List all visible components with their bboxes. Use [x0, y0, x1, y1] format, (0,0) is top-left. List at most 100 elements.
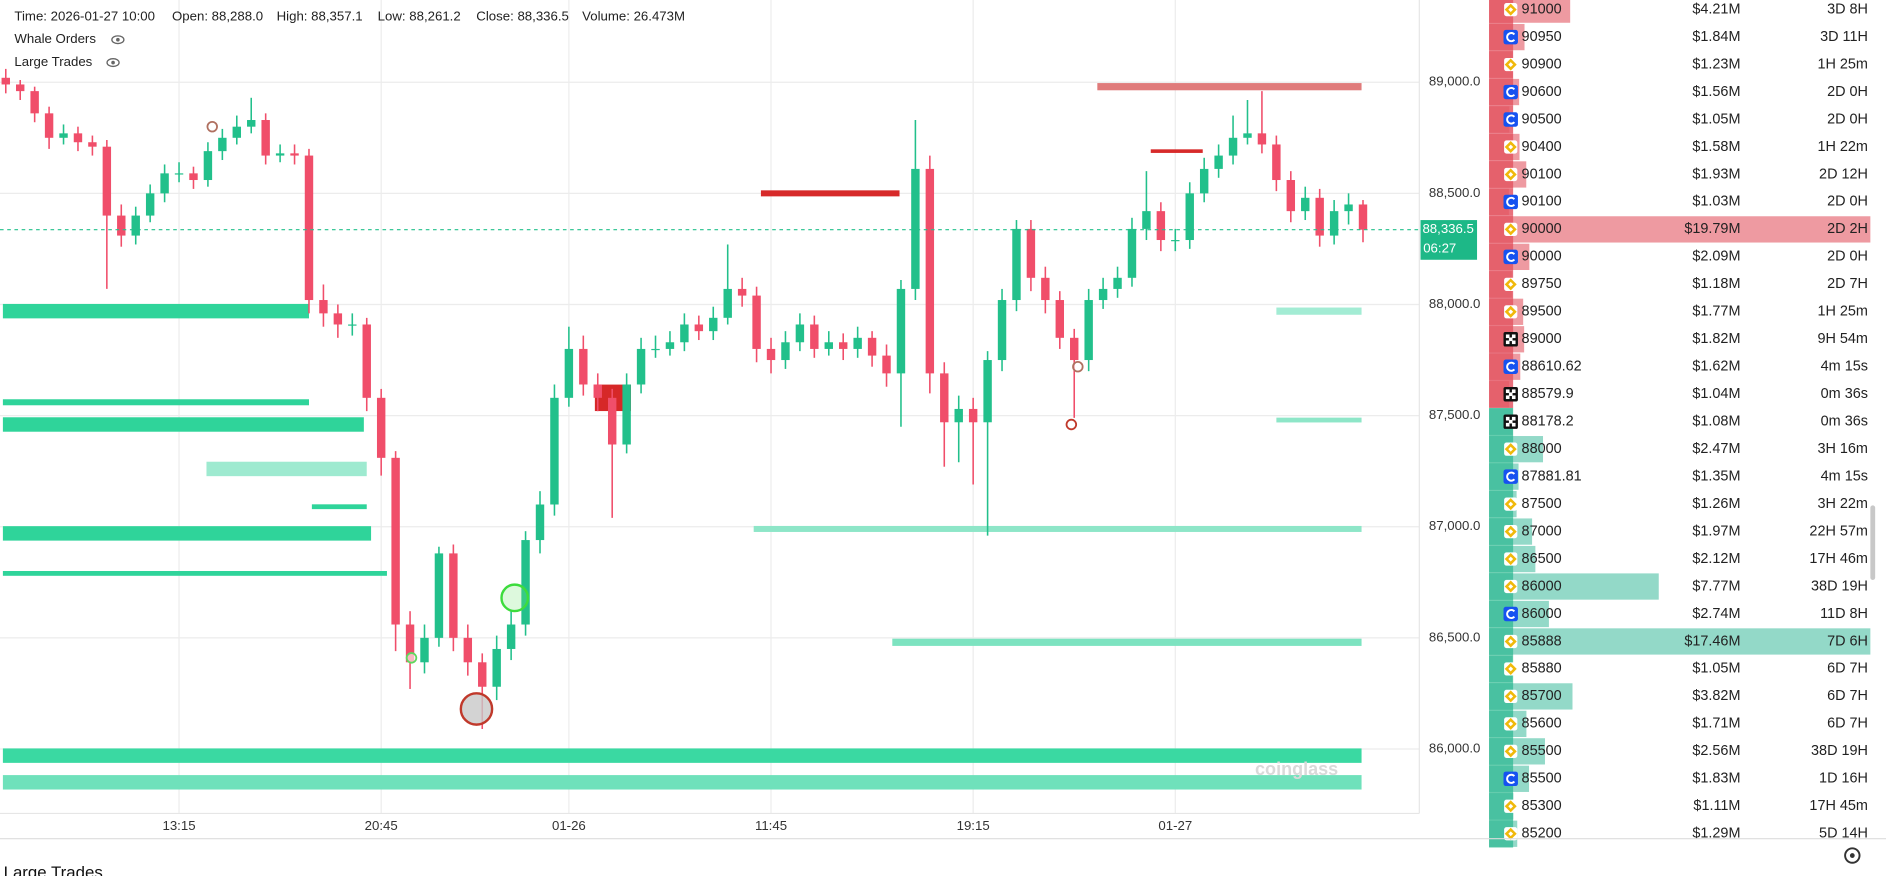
- order-amount: $1.82M: [1692, 331, 1740, 347]
- exchange-icon: [1504, 662, 1518, 676]
- order-price: 90000: [1522, 221, 1562, 237]
- candle-body: [1286, 180, 1296, 212]
- icon-shape: [1504, 442, 1518, 456]
- whale-marker[interactable]: [459, 692, 494, 726]
- order-price: 90100: [1522, 194, 1562, 210]
- exchange-icon: [1504, 799, 1518, 813]
- order-amount: $1.03M: [1692, 194, 1740, 210]
- order-age: 38D 19H: [1811, 578, 1868, 594]
- candle-body: [968, 408, 978, 423]
- icon-shape: [1504, 222, 1518, 237]
- whale-marker[interactable]: [405, 652, 418, 664]
- icon-shape: [1506, 196, 1516, 207]
- icon-shape: [1504, 168, 1517, 181]
- ohlc-field: Open: 88,288.0: [172, 8, 263, 23]
- candle-body: [781, 342, 790, 361]
- icon-shape: [1504, 278, 1517, 291]
- candle-body: [362, 324, 371, 398]
- amount-bar: [1489, 683, 1573, 710]
- icon-shape: [1503, 112, 1518, 127]
- candle-body: [261, 120, 270, 156]
- exchange-icon: [1504, 140, 1518, 154]
- amount-bar: [1489, 188, 1509, 216]
- candle-body: [1, 77, 10, 85]
- candle-body: [1012, 228, 1021, 301]
- candle-body: [867, 337, 877, 356]
- icon-shape: [1504, 662, 1517, 675]
- x-tick-label: 20:45: [365, 818, 398, 833]
- icon-shape: [1505, 395, 1510, 400]
- icon-shape: [1504, 497, 1518, 511]
- exchange-icon: [1504, 717, 1518, 731]
- order-level: [753, 525, 1362, 532]
- candle-body: [593, 384, 602, 398]
- order-amount: $1.11M: [1693, 798, 1740, 814]
- order-price: 89500: [1522, 304, 1562, 320]
- order-amount: $19.79M: [1684, 221, 1740, 237]
- candle-body: [853, 337, 862, 349]
- icon-shape: [1504, 223, 1517, 236]
- candle-body: [16, 84, 25, 92]
- order-amount: $7.77M: [1692, 578, 1740, 594]
- x-tick-label: 11:45: [755, 818, 787, 833]
- order-price: 90950: [1522, 29, 1562, 45]
- order-age: 22H 57m: [1809, 523, 1868, 539]
- y-tick-label: 88,000.0: [1429, 296, 1480, 311]
- y-tick-label: 86,000.0: [1429, 740, 1480, 755]
- candle-body: [117, 215, 126, 236]
- order-price: 90500: [1522, 111, 1562, 127]
- order-age: 17H 46m: [1809, 551, 1868, 567]
- candle-body: [174, 173, 184, 175]
- legend-item[interactable]: Large Trades: [14, 54, 92, 69]
- icon-shape: [1504, 305, 1517, 318]
- legend-item[interactable]: Whale Orders: [14, 31, 96, 46]
- order-level: [206, 461, 367, 477]
- icon-shape: [1504, 277, 1518, 291]
- order-price: 85300: [1522, 798, 1562, 814]
- exchange-icon: [1503, 469, 1518, 484]
- exchange-icon: [1504, 827, 1518, 841]
- order-amount: $1.83M: [1692, 771, 1740, 787]
- icon-shape: [1506, 608, 1516, 620]
- candle-body: [636, 348, 646, 385]
- candle-body: [1329, 211, 1339, 236]
- ohlc-field: Time: 2026-01-27 10:00: [14, 8, 155, 23]
- candle-body: [1171, 240, 1180, 242]
- candle-body: [896, 288, 906, 374]
- icon-shape: [1504, 827, 1518, 841]
- order-price: 85500: [1522, 743, 1562, 759]
- order-amount: $1.05M: [1692, 661, 1740, 677]
- order-age: 3D 11H: [1820, 29, 1868, 45]
- candle-body: [983, 360, 992, 423]
- order-level: [311, 504, 367, 510]
- candle-body: [940, 373, 949, 423]
- candle-body: [1113, 277, 1122, 289]
- whale-marker[interactable]: [500, 583, 530, 613]
- order-price: 88610.62: [1522, 359, 1582, 375]
- x-tick-label: 01-26: [552, 818, 586, 833]
- icon-shape: [1506, 471, 1516, 482]
- eye-icon[interactable]: [111, 35, 125, 45]
- order-age: 1D 16H: [1819, 771, 1868, 787]
- order-price: 85600: [1522, 716, 1562, 732]
- scrollbar[interactable]: [1870, 505, 1876, 580]
- whale-marker[interactable]: [206, 120, 218, 133]
- exchange-icon: [1503, 249, 1518, 265]
- whale-marker[interactable]: [1065, 418, 1078, 431]
- icon-shape: [1511, 334, 1516, 339]
- order-age: 11D 8H: [1820, 606, 1868, 622]
- candle-body: [1243, 133, 1252, 138]
- last-price-box: [1420, 220, 1478, 260]
- candle-body: [737, 288, 747, 296]
- settings-icon[interactable]: [1844, 847, 1861, 864]
- ohlc-field: High: 88,357.1: [277, 8, 363, 23]
- eye-icon[interactable]: [106, 58, 120, 68]
- whale-marker[interactable]: [1072, 360, 1084, 373]
- order-level: [2, 570, 387, 576]
- order-price: 91000: [1522, 1, 1562, 17]
- ohlc-field: Low: 88,261.2: [378, 8, 461, 23]
- candle-body: [203, 151, 213, 181]
- order-age: 6D 7H: [1827, 688, 1868, 704]
- y-tick-label: 88,500.0: [1429, 185, 1480, 200]
